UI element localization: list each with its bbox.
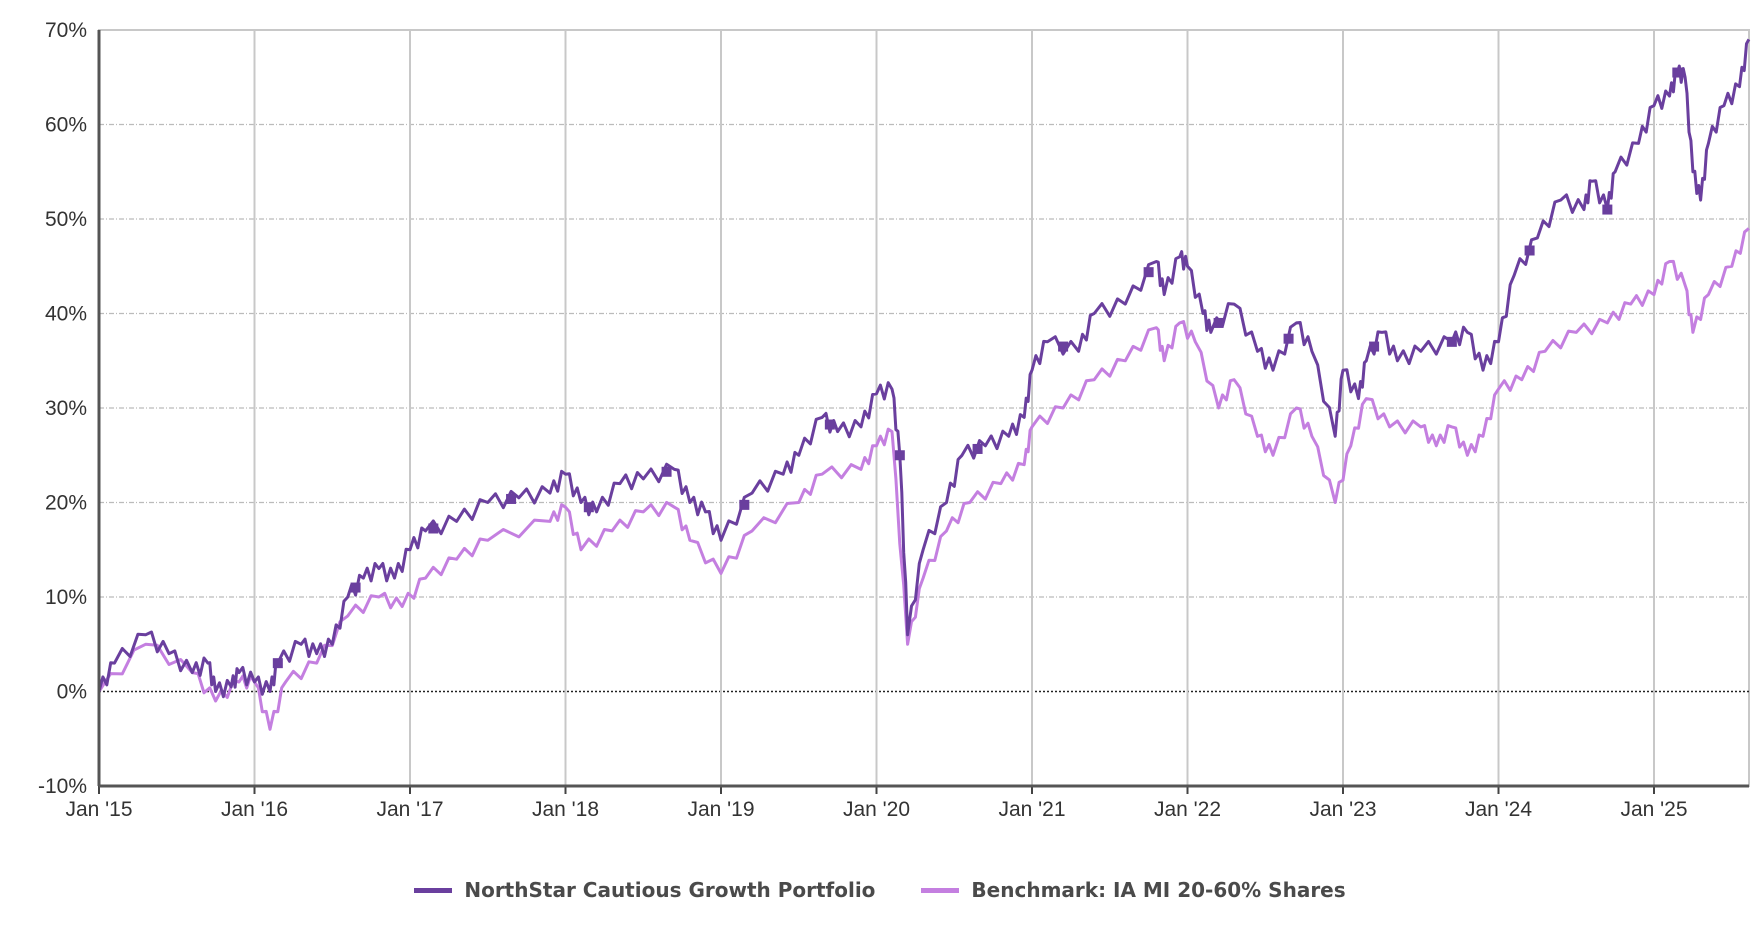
- x-tick-label: Jan '25: [1620, 798, 1687, 821]
- legend-label-benchmark: Benchmark: IA MI 20-60% Shares: [971, 878, 1346, 902]
- x-tick-label: Jan '22: [1154, 798, 1221, 821]
- x-tick-label: Jan '17: [376, 798, 443, 821]
- y-tick-label: -10%: [38, 775, 87, 798]
- axes: -10% 0% 10% 20% 30% 40% 50% 60% 70% Jan '15 Jan '1…: [38, 19, 1749, 821]
- legend-item-portfolio[interactable]: NorthStar Cautious Growth Portfolio: [414, 878, 875, 902]
- y-tick-label: 20%: [45, 492, 87, 515]
- y-tick-label: 40%: [45, 303, 87, 326]
- portfolio-marker: [1283, 333, 1294, 344]
- portfolio-marker: [1369, 341, 1380, 352]
- portfolio-marker: [1672, 67, 1683, 78]
- x-tick-label: Jan '18: [532, 798, 599, 821]
- portfolio-marker: [350, 582, 361, 593]
- portfolio-marker: [428, 523, 439, 534]
- x-tick-label: Jan '24: [1465, 798, 1532, 821]
- y-tick-label: 0%: [57, 681, 87, 704]
- portfolio-marker: [972, 443, 983, 454]
- portfolio-marker: [1143, 267, 1154, 278]
- legend: NorthStar Cautious Growth Portfolio Benc…: [0, 878, 1760, 902]
- x-tick-label: Jan '23: [1309, 798, 1376, 821]
- y-tick-label: 50%: [45, 208, 87, 231]
- x-tick-label: Jan '20: [843, 798, 910, 821]
- portfolio-marker: [1213, 317, 1224, 328]
- portfolio-marker: [272, 658, 283, 669]
- portfolio-line: [97, 38, 1751, 699]
- portfolio-marker: [1058, 341, 1069, 352]
- portfolio-marker: [1524, 245, 1535, 256]
- x-tick-label: Jan '15: [65, 798, 132, 821]
- x-tick-label: Jan '16: [221, 798, 288, 821]
- y-tick-label: 60%: [45, 114, 87, 137]
- x-tick-label: Jan '19: [687, 798, 754, 821]
- benchmark-line: [97, 227, 1750, 731]
- portfolio-marker: [1602, 204, 1613, 215]
- portfolio-marker: [739, 499, 750, 510]
- legend-item-benchmark[interactable]: Benchmark: IA MI 20-60% Shares: [921, 878, 1346, 902]
- series-layer: [97, 38, 1751, 731]
- grid: [98, 29, 1750, 787]
- y-tick-label: 30%: [45, 397, 87, 420]
- portfolio-marker: [506, 493, 517, 504]
- portfolio-marker: [824, 419, 835, 430]
- portfolio-marker: [661, 466, 672, 477]
- y-tick-label: 10%: [45, 586, 87, 609]
- portfolio-marker: [894, 450, 905, 461]
- legend-swatch-portfolio: [414, 887, 453, 893]
- portfolio-marker: [1446, 336, 1457, 347]
- y-tick-label: 70%: [45, 19, 87, 42]
- portfolio-marker: [583, 502, 594, 513]
- legend-swatch-benchmark: [921, 887, 960, 893]
- x-tick-label: Jan '21: [998, 798, 1065, 821]
- legend-label-portfolio: NorthStar Cautious Growth Portfolio: [464, 878, 876, 902]
